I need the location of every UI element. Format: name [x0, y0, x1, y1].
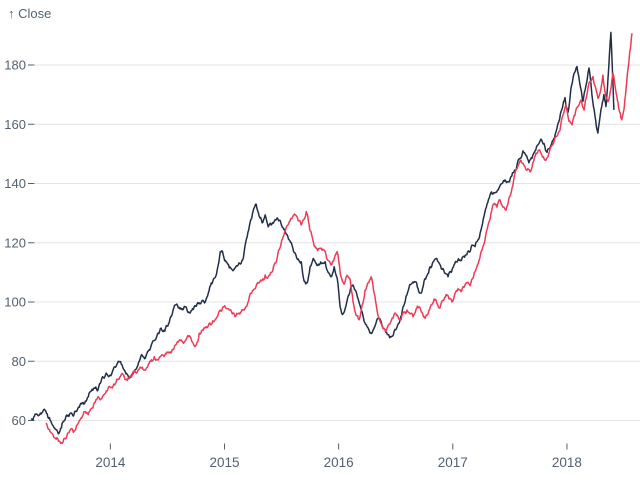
x-tick-label: 2017 [438, 455, 468, 470]
x-tick-label: 2018 [552, 455, 582, 470]
y-tick-label: 140 [4, 176, 26, 191]
y-tick-label: 80 [12, 354, 26, 369]
series-line-series_1_dark_navy [30, 31, 615, 435]
y-tick-label: 160 [4, 117, 26, 132]
x-tick-label: 2015 [209, 455, 239, 470]
y-tick-label: 120 [4, 235, 26, 250]
y-axis-title: ↑ Close [8, 6, 52, 21]
y-tick-label: 100 [4, 295, 26, 310]
x-tick-label: 2016 [324, 455, 354, 470]
x-tick-label: 2014 [95, 455, 126, 470]
y-tick-label: 60 [12, 413, 26, 428]
y-tick-label: 180 [4, 58, 26, 73]
series-line-series_2_red [45, 33, 633, 445]
